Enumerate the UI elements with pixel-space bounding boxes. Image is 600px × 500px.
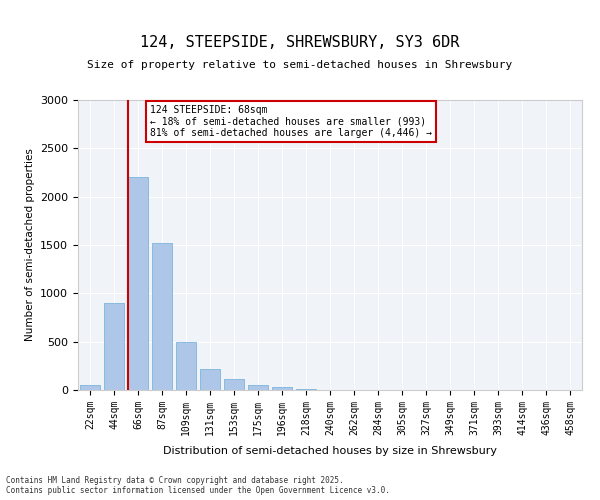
Bar [248, 384, 268, 390]
Text: 124 STEEPSIDE: 68sqm
← 18% of semi-detached houses are smaller (993)
81% of semi: 124 STEEPSIDE: 68sqm ← 18% of semi-detac… [150, 105, 432, 138]
Y-axis label: Number of semi-detached properties: Number of semi-detached properties [25, 148, 35, 342]
Bar [224, 380, 244, 390]
Bar [176, 342, 196, 390]
Bar [80, 385, 100, 390]
Text: Size of property relative to semi-detached houses in Shrewsbury: Size of property relative to semi-detach… [88, 60, 512, 70]
Bar [128, 178, 148, 390]
Bar [152, 243, 172, 390]
Text: Contains HM Land Registry data © Crown copyright and database right 2025.
Contai: Contains HM Land Registry data © Crown c… [6, 476, 390, 495]
Bar [296, 388, 316, 390]
Bar [104, 303, 124, 390]
X-axis label: Distribution of semi-detached houses by size in Shrewsbury: Distribution of semi-detached houses by … [163, 446, 497, 456]
Text: 124, STEEPSIDE, SHREWSBURY, SY3 6DR: 124, STEEPSIDE, SHREWSBURY, SY3 6DR [140, 35, 460, 50]
Bar [200, 369, 220, 390]
Bar [272, 386, 292, 390]
